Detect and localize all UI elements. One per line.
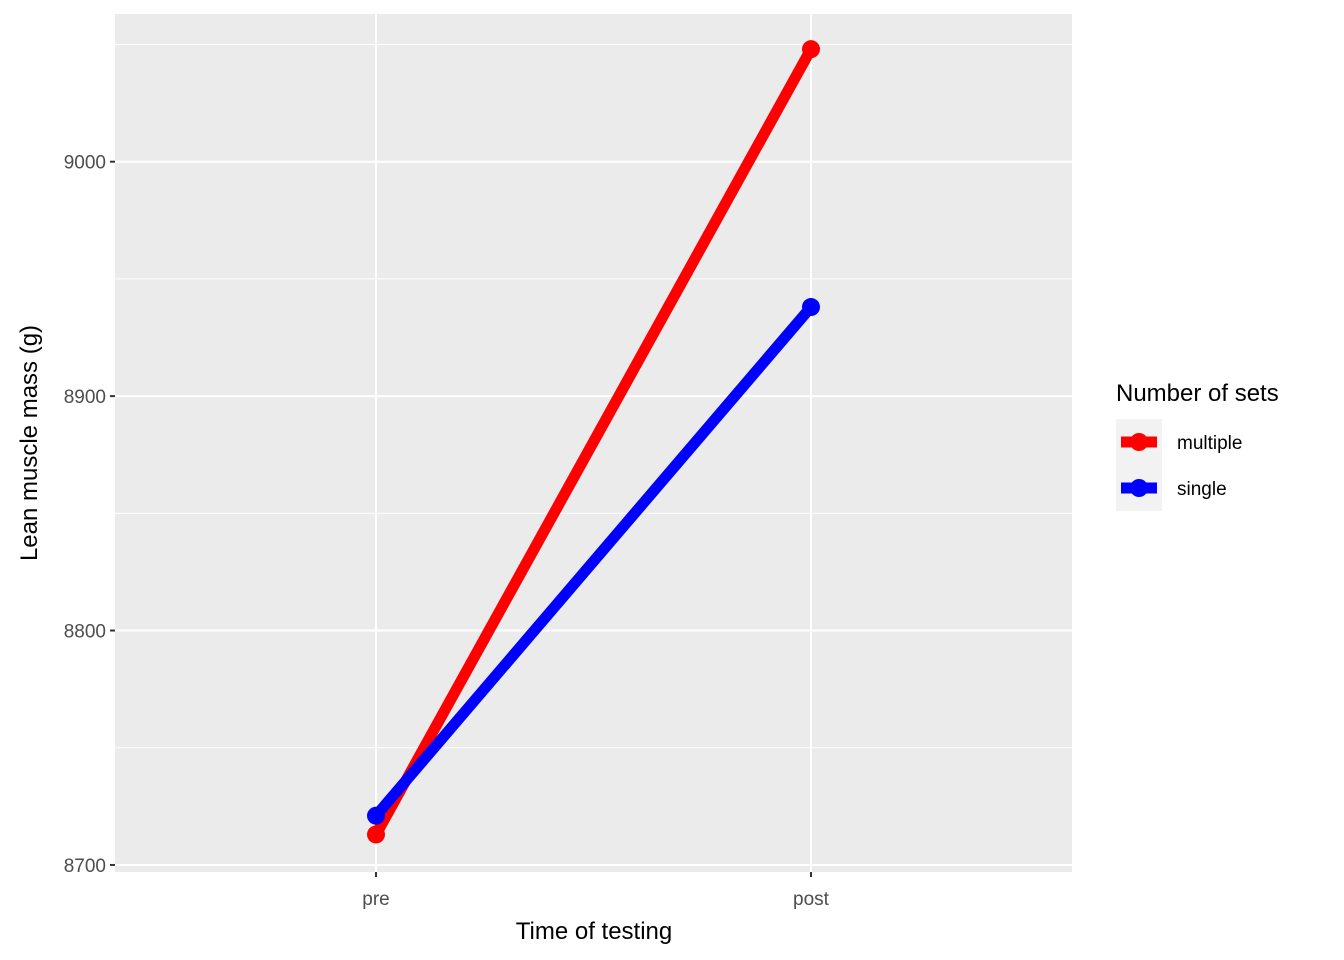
x-tick-label: pre xyxy=(362,889,389,910)
legend: Number of sets multiple single xyxy=(1116,380,1279,511)
y-axis-title: Lean muscle mass (g) xyxy=(16,325,43,561)
legend-items: multiple single xyxy=(1116,419,1242,511)
legend-key-point xyxy=(1130,479,1148,497)
data-point-single xyxy=(367,806,385,825)
legend-item-multiple: multiple xyxy=(1116,419,1242,465)
y-axis-ticks: 8700 8800 8900 9000 xyxy=(64,153,115,877)
legend-label: single xyxy=(1177,479,1227,500)
data-point-multiple xyxy=(802,40,820,59)
x-axis-ticks: pre post xyxy=(362,872,830,910)
legend-title: Number of sets xyxy=(1116,380,1279,407)
major-gridlines xyxy=(115,14,1072,872)
legend-item-single: single xyxy=(1116,465,1227,511)
series-layer xyxy=(367,40,820,844)
x-tick-label: post xyxy=(793,889,830,910)
legend-key-point xyxy=(1130,433,1148,451)
series-single xyxy=(367,298,820,825)
series-line-single xyxy=(371,303,816,820)
y-tick-label: 8800 xyxy=(64,622,106,643)
series-line-multiple xyxy=(371,46,816,838)
data-point-multiple xyxy=(367,825,385,844)
x-axis-title: Time of testing xyxy=(516,918,673,945)
minor-gridlines xyxy=(115,43,1072,749)
y-tick-label: 8900 xyxy=(64,387,106,408)
legend-label: multiple xyxy=(1177,433,1242,454)
y-tick-label: 8700 xyxy=(64,856,106,877)
data-point-single xyxy=(802,298,820,317)
series-multiple xyxy=(367,40,820,844)
y-tick-label: 9000 xyxy=(64,153,106,174)
